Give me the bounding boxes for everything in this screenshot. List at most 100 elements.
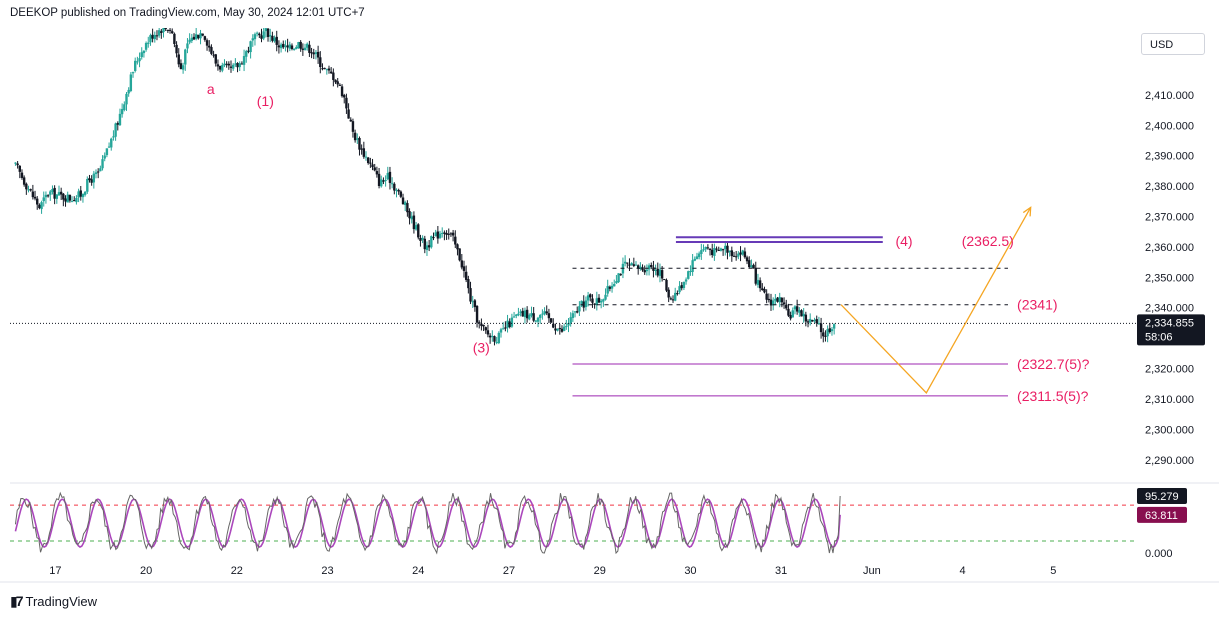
candle-body: [179, 63, 183, 70]
currency-selector[interactable]: USD: [1141, 33, 1205, 55]
candle-body: [127, 89, 130, 94]
candle-body: [700, 250, 703, 255]
time-tick-label: Jun: [863, 565, 881, 577]
candle-body: [589, 294, 592, 298]
candle-body: [445, 232, 448, 235]
candle-body: [79, 190, 82, 197]
candle-body: [730, 250, 734, 256]
candle-body: [478, 322, 481, 324]
candle-body: [221, 65, 224, 71]
level-label-2311-5: (2311.5(5)?: [1017, 388, 1089, 404]
candles-layer: [14, 28, 836, 346]
candle-body: [40, 202, 43, 210]
candle-body: [288, 44, 291, 49]
tradingview-logo-icon: ▮7: [10, 593, 23, 609]
candle-body: [417, 224, 420, 238]
candle-body: [364, 156, 368, 158]
candle-body: [595, 298, 599, 306]
candle-body: [286, 45, 289, 48]
candle-body: [824, 335, 827, 337]
candle-body: [421, 237, 424, 240]
candle-body: [684, 279, 688, 282]
candle-body: [57, 192, 61, 196]
candle-body: [689, 271, 692, 273]
candle-body: [719, 248, 723, 251]
candle-body: [358, 137, 361, 150]
candle-body: [49, 191, 52, 195]
candle-body: [325, 69, 329, 71]
price-tick-label: 2,300.000: [1145, 424, 1194, 436]
candle-body: [771, 300, 775, 306]
candle-body: [650, 265, 653, 268]
candle-body: [377, 173, 381, 186]
candle-body: [184, 49, 187, 65]
candle-body: [81, 193, 85, 198]
tradingview-brand[interactable]: ▮7 TradingView: [10, 593, 97, 610]
candle-body: [708, 248, 712, 250]
candle-body: [565, 326, 568, 328]
stoch-d-line: [14, 498, 841, 548]
grid-layer: [0, 482, 1219, 583]
candle-body: [327, 68, 331, 71]
candle-body: [425, 245, 429, 250]
candle-body: [94, 172, 98, 174]
candle-body: [92, 173, 96, 183]
candle-body: [218, 65, 222, 70]
candle-body: [678, 286, 681, 293]
wave-label-1: (1): [257, 93, 274, 109]
price-tick-label: 2,340.000: [1145, 303, 1194, 315]
candle-body: [271, 35, 274, 41]
price-tick-label: 2,410.000: [1145, 90, 1194, 102]
candle-body: [554, 328, 557, 331]
candle-body: [25, 183, 28, 190]
candle-body: [443, 232, 446, 234]
candle-body: [804, 314, 808, 322]
publish-header: DEEKOP published on TradingView.com, May…: [10, 7, 365, 19]
oscillator-tick-label: 0.000: [1145, 548, 1173, 560]
candle-body: [83, 191, 87, 195]
candle-body: [175, 44, 178, 54]
candle-body: [543, 311, 546, 315]
candle-body: [697, 253, 701, 258]
candle-body: [441, 232, 444, 234]
candle-body: [329, 71, 333, 74]
candle-body: [245, 51, 248, 57]
candle-body: [432, 237, 435, 239]
candle-body: [345, 97, 348, 109]
candle-body: [59, 191, 63, 195]
stoch-k-value: 95.279: [1145, 491, 1179, 503]
candle-body: [18, 165, 21, 172]
candle-body: [299, 41, 302, 49]
candle-body: [53, 187, 56, 199]
candle-body: [473, 300, 477, 308]
candle-body: [482, 324, 485, 327]
candle-body: [499, 329, 503, 333]
candle-body: [351, 121, 355, 132]
candle-body: [216, 64, 220, 67]
candle-body: [704, 246, 707, 250]
candle-body: [819, 323, 823, 333]
candle-body: [399, 191, 403, 197]
candle-body: [419, 237, 422, 241]
candle-body: [393, 183, 396, 191]
candle-body: [830, 329, 834, 332]
candle-body: [547, 313, 551, 319]
candle-body: [617, 273, 620, 283]
candle-body: [745, 257, 749, 262]
candle-body: [626, 262, 629, 264]
candle-body: [486, 330, 490, 335]
candle-body: [33, 196, 37, 199]
candle-body: [75, 197, 78, 203]
candle-body: [373, 167, 376, 171]
candle-body: [253, 34, 257, 40]
time-tick-label: 24: [412, 565, 424, 577]
candle-body: [360, 148, 363, 150]
candle-body: [519, 311, 522, 314]
time-tick-label: 30: [684, 565, 696, 577]
candle-body: [599, 300, 603, 303]
level-label-2341: (2341): [1017, 297, 1057, 313]
candle-body: [739, 252, 742, 255]
level-label-2322-7: (2322.7(5)?: [1017, 356, 1090, 372]
candle-body: [290, 45, 294, 50]
